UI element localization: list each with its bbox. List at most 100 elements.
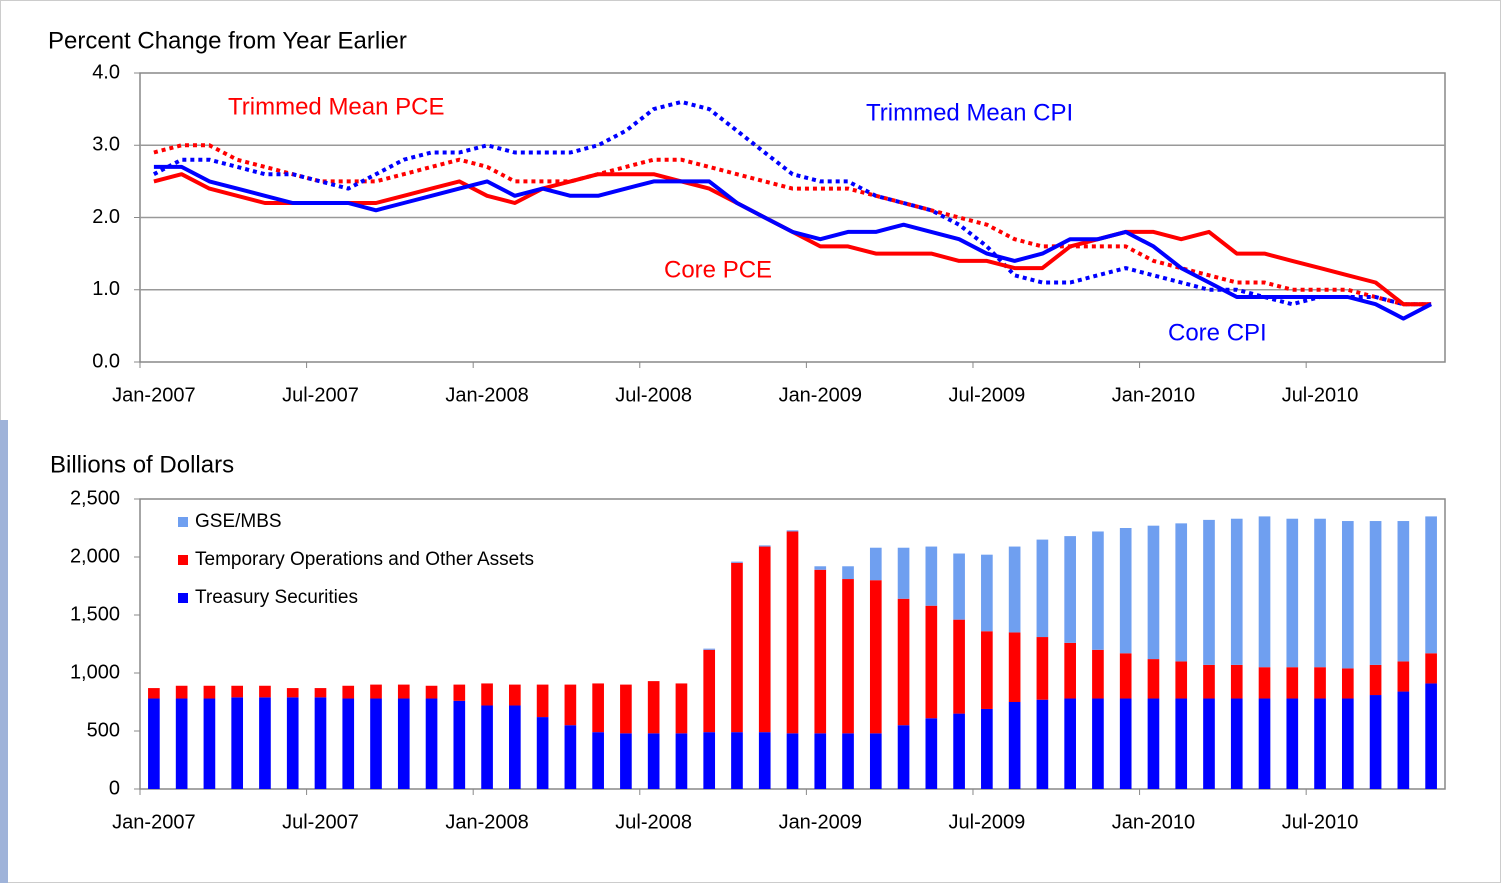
bar-segment	[758, 545, 771, 547]
y-tick-label: 1,000	[70, 661, 120, 683]
bar-segment	[1341, 668, 1354, 699]
y-tick-label: 0.0	[92, 350, 120, 372]
bar-segment	[786, 530, 799, 532]
x-tick-label: Jan-2007	[112, 811, 195, 833]
bar-segment	[731, 562, 743, 733]
bar-segment	[1397, 661, 1410, 692]
bar-segment	[1286, 698, 1299, 789]
series-line	[152, 99, 1432, 307]
bar-segment	[1397, 521, 1410, 662]
bar-segment	[536, 684, 549, 718]
bar-segment	[425, 685, 438, 699]
bar-segment	[1147, 525, 1160, 660]
bar-segment	[1369, 664, 1382, 696]
bar-segment	[953, 553, 965, 620]
bar-segment	[203, 698, 216, 789]
bar-segment	[731, 561, 743, 563]
bar-segment	[814, 569, 827, 734]
series-label: Core PCE	[664, 256, 772, 283]
bar-segment	[148, 688, 160, 699]
series-line	[153, 143, 1432, 307]
bar-segment	[869, 733, 882, 789]
bar-segment	[620, 733, 632, 789]
bar-segment	[1425, 516, 1437, 654]
bar-segment	[731, 732, 743, 789]
bar-segment	[1119, 698, 1132, 789]
bar-segment	[509, 684, 521, 706]
series-line	[153, 164, 1433, 321]
bar-segment	[1369, 695, 1382, 789]
series-label: Trimmed Mean PCE	[228, 93, 445, 120]
x-tick-label: Jul-2010	[1282, 384, 1359, 406]
bar-segment	[1036, 539, 1049, 638]
bar-segment	[286, 697, 299, 789]
bar-segment	[842, 579, 854, 734]
bar-segment	[675, 733, 688, 789]
legend-label: GSE/MBS	[195, 511, 282, 532]
bar-segment	[1258, 667, 1271, 699]
bar-segment	[1314, 667, 1326, 699]
bar-segment	[481, 705, 493, 789]
y-tick-label: 1.0	[92, 278, 120, 300]
x-tick-label: Jan-2008	[445, 384, 528, 406]
bar-segment	[842, 566, 854, 580]
x-tick-label: Jul-2008	[615, 811, 692, 833]
bar-segment	[1397, 691, 1410, 789]
bar-segment	[1175, 661, 1188, 699]
bar-segment	[1064, 698, 1076, 789]
bar-segment	[703, 648, 716, 650]
legend-swatch	[178, 555, 188, 565]
bar-segment	[1036, 637, 1049, 700]
bar-segment	[231, 697, 244, 789]
bar-segment	[786, 733, 799, 789]
bar-segment	[981, 631, 993, 709]
y-tick-label: 2.0	[92, 206, 120, 228]
y-tick-label: 0	[109, 777, 120, 799]
x-tick-label: Jul-2010	[1282, 811, 1359, 833]
x-tick-label: Jul-2008	[615, 384, 692, 406]
bar-segment	[314, 688, 327, 698]
bar-segment	[1175, 698, 1188, 789]
bar-segment	[342, 698, 355, 789]
bar-segment	[397, 684, 410, 699]
bar-segment	[981, 708, 993, 789]
bar-segment	[1147, 659, 1160, 699]
bar-segment	[814, 733, 827, 789]
legend-swatch	[178, 593, 188, 603]
bar-segment	[1258, 698, 1271, 789]
bar-segment	[370, 698, 382, 789]
bar-segment	[175, 698, 188, 789]
bar-segment	[203, 685, 216, 699]
bar-segment	[1286, 667, 1299, 699]
bar-segment	[1036, 699, 1049, 789]
bar-segment	[481, 683, 493, 706]
bar-segment	[1119, 653, 1132, 699]
bar-segment	[953, 713, 965, 789]
bar-segment	[1008, 632, 1021, 702]
bar-segment	[1314, 518, 1326, 668]
x-tick-label: Jan-2008	[445, 811, 528, 833]
bar-segment	[1230, 664, 1243, 699]
legend-box	[165, 505, 610, 615]
chart-title: Billions of Dollars	[50, 451, 234, 478]
bar-segment	[869, 547, 882, 581]
bar-segment	[1064, 642, 1076, 699]
bar-segment	[592, 683, 604, 733]
x-tick-label: Jul-2009	[949, 811, 1026, 833]
x-tick-label: Jan-2009	[779, 384, 862, 406]
bar-segment	[1425, 653, 1437, 684]
bar-segment	[953, 619, 965, 714]
bar-segment	[703, 732, 716, 789]
bar-segment	[564, 725, 577, 789]
bar-segment	[620, 684, 632, 734]
series-label: Trimmed Mean CPI	[866, 99, 1073, 126]
bar-segment	[897, 725, 910, 789]
x-tick-label: Jul-2009	[949, 384, 1026, 406]
bar-segment	[592, 732, 604, 789]
bar-segment	[370, 684, 382, 699]
x-tick-label: Jul-2007	[282, 384, 359, 406]
x-tick-label: Jan-2010	[1112, 384, 1195, 406]
bar-segment	[453, 684, 466, 701]
bar-segment	[536, 717, 549, 789]
